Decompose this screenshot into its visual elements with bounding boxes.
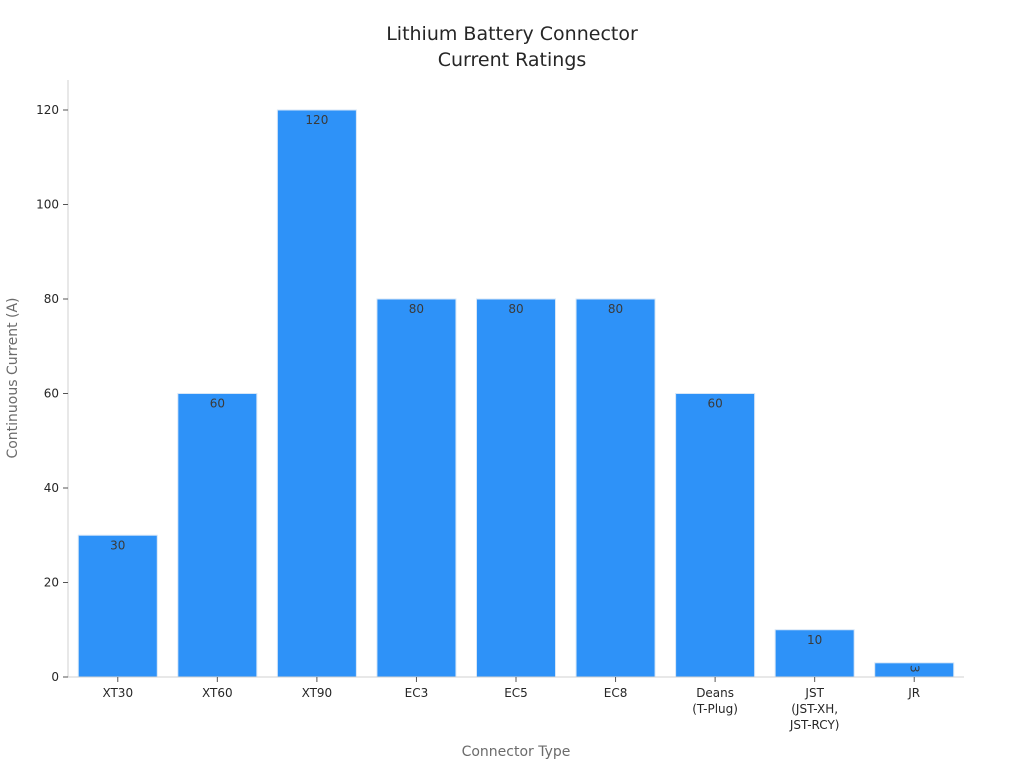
x-tick-label: (T-Plug) <box>692 702 738 716</box>
y-tick-label: 40 <box>44 481 59 495</box>
x-tick-label: (JST-XH, <box>791 702 838 716</box>
bar <box>276 109 357 678</box>
x-tick-label: XT30 <box>102 686 133 700</box>
data-label: 80 <box>608 302 623 316</box>
chart-title-line-2: Current Ratings <box>438 49 587 71</box>
data-labels: 30 60 120 80 80 80 60 10 3 <box>110 113 922 673</box>
data-label: 120 <box>305 113 328 127</box>
bar <box>575 298 656 678</box>
data-label: 3 <box>908 665 922 673</box>
data-label: 10 <box>807 633 822 647</box>
x-tick-label: EC8 <box>604 686 628 700</box>
y-axis-title: Continuous Current (A) <box>5 297 21 458</box>
y-tick-label: 20 <box>44 576 59 590</box>
x-tick-label: Deans <box>696 686 734 700</box>
bar <box>476 298 556 678</box>
x-axis-title: Connector Type <box>462 744 571 760</box>
y-axis: 0 20 40 60 80 100 120 <box>36 80 69 684</box>
y-tick-label: 60 <box>44 387 59 401</box>
y-tick-label: 80 <box>44 292 59 306</box>
chart-title: Lithium Battery Connector Current Rating… <box>386 23 638 71</box>
x-tick-label: EC5 <box>504 686 528 700</box>
bar <box>675 393 756 678</box>
data-label: 80 <box>508 302 523 316</box>
data-label: 60 <box>707 397 722 411</box>
y-tick-label: 100 <box>36 198 59 212</box>
bar <box>77 534 158 678</box>
chart-title-line-1: Lithium Battery Connector <box>386 23 638 45</box>
x-tick-label: XT90 <box>302 686 333 700</box>
x-tick-label: EC3 <box>405 686 429 700</box>
x-tick-label: JR <box>907 686 920 700</box>
x-axis: XT30 XT60 XT90 EC3 EC5 EC8 Deans (T-Plug) JST (JS… <box>68 676 964 732</box>
x-tick-label: JST-RCY) <box>789 718 840 732</box>
y-tick-label: 0 <box>51 670 59 684</box>
data-label: 30 <box>110 538 125 552</box>
bar <box>376 298 457 678</box>
bar <box>774 629 855 678</box>
data-label: 60 <box>210 397 225 411</box>
y-tick-label: 120 <box>36 103 59 117</box>
x-tick-label: XT60 <box>202 686 233 700</box>
bar <box>177 393 258 678</box>
data-label: 80 <box>409 302 424 316</box>
bars <box>77 109 955 678</box>
x-tick-label: JST <box>804 686 824 700</box>
